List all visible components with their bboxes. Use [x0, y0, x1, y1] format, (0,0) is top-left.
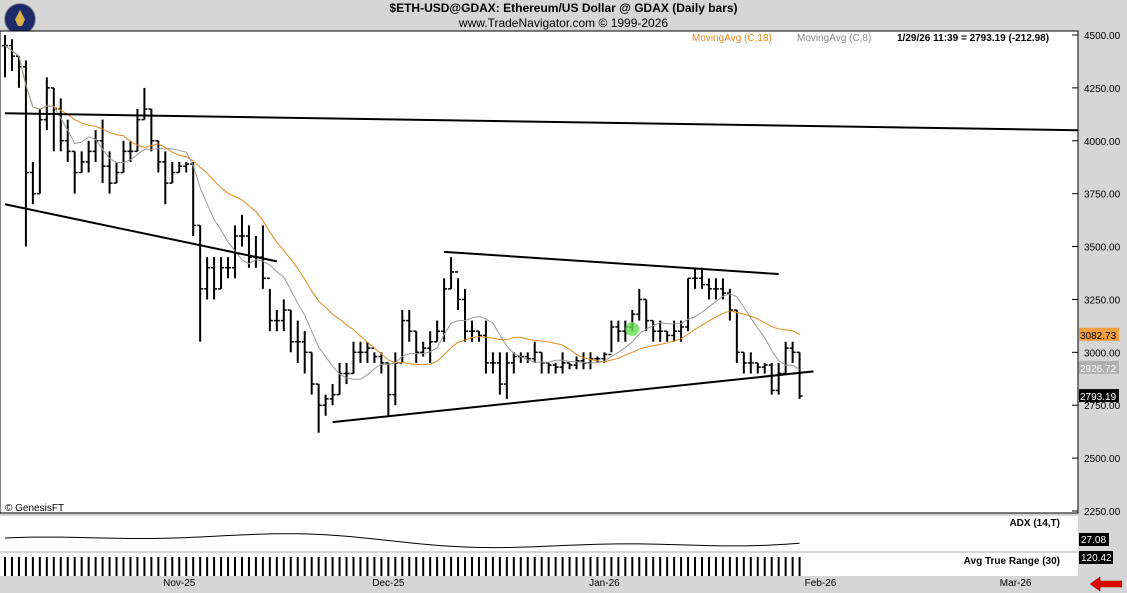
- ma8-price-label: 2926.72: [1080, 364, 1117, 375]
- chart-title: $ETH-USD@GDAX: Ethereum/US Dollar @ GDAX…: [389, 1, 738, 15]
- moving-average-8-line: [4, 45, 800, 380]
- y-tick-label: 4500.00: [1084, 31, 1121, 42]
- legend-ma18: MovingAvg (C,18): [692, 33, 772, 44]
- y-tick-label: 2250.00: [1084, 507, 1121, 518]
- atr-label: Avg True Range (30): [964, 556, 1060, 567]
- x-tick-label: Mar-26: [1000, 578, 1032, 589]
- x-tick-label: Dec-25: [372, 578, 405, 589]
- trendline: [444, 250, 779, 276]
- ma8-price-label-bg: [1079, 360, 1119, 374]
- legend-quote: 1/29/26 11:39 = 2793.19 (-212.98): [897, 33, 1049, 44]
- chart-header: $ETH-USD@GDAX: Ethereum/US Dollar @ GDAX…: [0, 0, 1127, 31]
- trendline: [332, 370, 814, 424]
- x-tick-label: Feb-26: [805, 578, 837, 589]
- trade-navigator-logo-icon: [4, 3, 36, 35]
- legend-ma8: MovingAvg (C,8): [797, 33, 871, 44]
- ma18-price-label: 3082.73: [1080, 331, 1117, 342]
- last-price-label-bg: [1079, 389, 1119, 403]
- adx-value: 27.08: [1081, 535, 1106, 546]
- trendline: [4, 112, 1079, 132]
- adx-line: [4, 533, 800, 549]
- y-tick-label: 2750.00: [1084, 401, 1121, 412]
- chart-subtitle: www.TradeNavigator.com © 1999-2026: [458, 16, 669, 30]
- y-tick-label: 3000.00: [1084, 348, 1121, 359]
- adx-label: ADX (14,T): [1009, 518, 1060, 529]
- atr-panel: [0, 553, 1078, 576]
- adx-panel: [0, 516, 1078, 551]
- ma18-price-label-bg: [1079, 327, 1119, 341]
- x-tick-label: Nov-25: [163, 578, 196, 589]
- highlight-marker: [625, 322, 640, 337]
- y-tick-label: 4250.00: [1084, 84, 1121, 95]
- trendline: [4, 203, 278, 263]
- price-panel: [0, 30, 1079, 514]
- y-tick-label: 3500.00: [1084, 243, 1121, 254]
- last-price-label: 2793.19: [1080, 392, 1117, 403]
- x-tick-label: Jan-26: [589, 578, 620, 589]
- y-tick-label: 2500.00: [1084, 454, 1121, 465]
- y-tick-label: 3750.00: [1084, 190, 1121, 201]
- y-tick-label: 3250.00: [1084, 295, 1121, 306]
- atr-value: 120.42: [1081, 553, 1112, 564]
- copyright-label: © GenesisFT: [5, 503, 64, 514]
- y-tick-label: 4000.00: [1084, 137, 1121, 148]
- scroll-left-arrow-icon[interactable]: [1090, 577, 1122, 591]
- moving-average-18-line: [4, 45, 800, 366]
